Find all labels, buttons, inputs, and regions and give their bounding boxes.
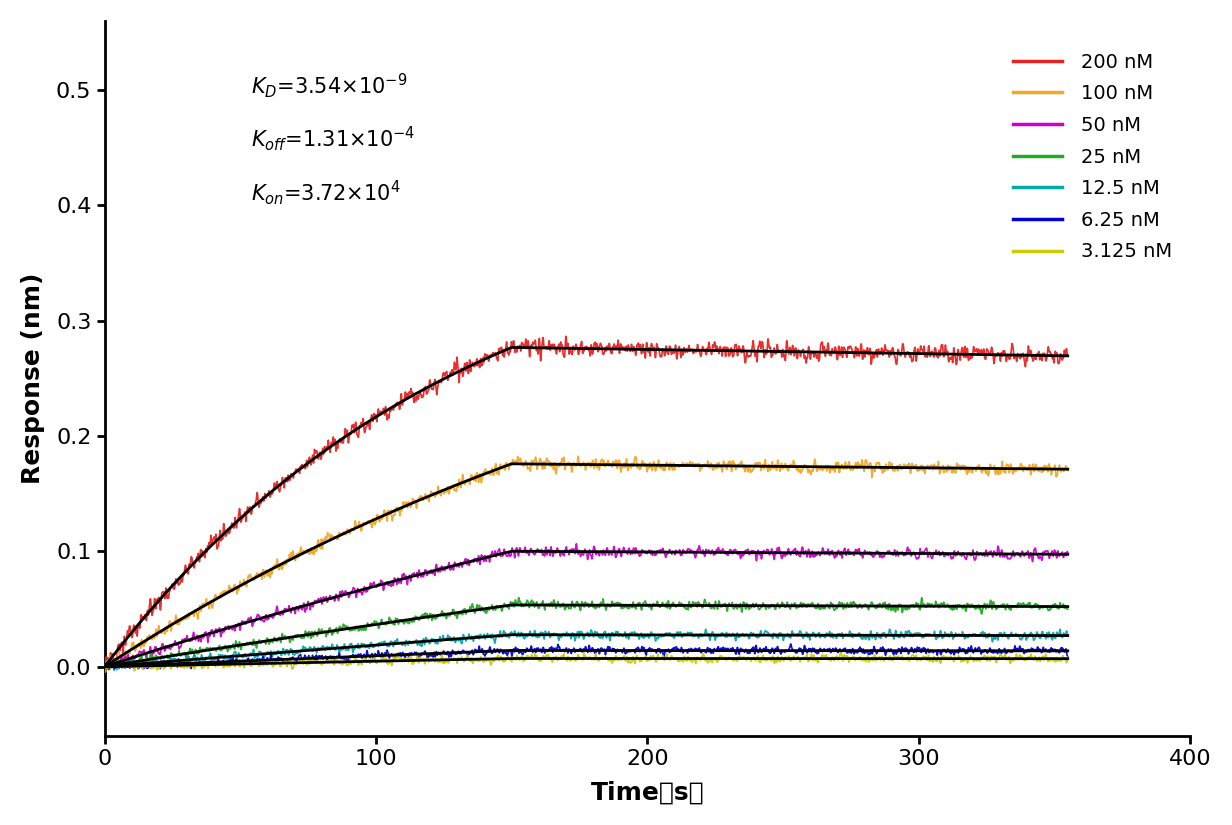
Line: 12.5 nM: 12.5 nM [105, 629, 1068, 671]
12.5 nM [1061, 631, 1076, 641]
25 nM [97, 662, 112, 672]
50 nM [1061, 548, 1076, 558]
12.5 nM [97, 657, 112, 667]
25 nM [715, 601, 729, 610]
200 nM [784, 349, 798, 359]
6.25 nM [784, 639, 798, 649]
3.125 nM [715, 653, 729, 662]
100 nM [784, 460, 798, 470]
12.5 nM [180, 655, 195, 665]
25 nM [511, 592, 526, 602]
12.5 nM [715, 629, 729, 639]
12.5 nM [545, 629, 559, 639]
12.5 nM [107, 666, 122, 676]
12.5 nM [314, 642, 329, 652]
3.125 nM [833, 647, 848, 657]
100 nM [180, 614, 195, 624]
3.125 nM [180, 662, 195, 672]
6.25 nM [1061, 652, 1076, 662]
Line: 3.125 nM: 3.125 nM [105, 652, 1068, 671]
6.25 nM [715, 643, 729, 653]
3.125 nM [127, 666, 142, 676]
25 nM [1061, 605, 1076, 615]
100 nM [614, 466, 628, 476]
100 nM [1061, 465, 1076, 475]
12.5 nM [614, 629, 628, 639]
25 nM [545, 598, 559, 608]
200 nM [106, 663, 121, 673]
3.125 nM [314, 660, 329, 670]
200 nM [97, 662, 112, 672]
200 nM [614, 343, 628, 353]
200 nM [1061, 351, 1076, 361]
100 nM [314, 535, 329, 544]
50 nM [97, 661, 112, 671]
50 nM [545, 543, 559, 553]
3.125 nM [614, 654, 628, 664]
Y-axis label: Response (nm): Response (nm) [21, 272, 44, 484]
100 nM [570, 451, 585, 461]
50 nM [614, 551, 628, 561]
50 nM [314, 599, 329, 609]
200 nM [558, 332, 573, 342]
100 nM [715, 467, 729, 477]
6.25 nM [180, 660, 195, 670]
6.25 nM [784, 642, 798, 652]
Line: 100 nM: 100 nM [105, 456, 1068, 672]
6.25 nM [614, 646, 628, 656]
Text: $K_{off}$=1.31×10$^{-4}$: $K_{off}$=1.31×10$^{-4}$ [251, 125, 415, 153]
Line: 50 nM: 50 nM [105, 544, 1068, 667]
50 nM [784, 548, 798, 558]
25 nM [614, 604, 628, 614]
50 nM [105, 662, 120, 672]
50 nM [569, 539, 584, 549]
Legend: 200 nM, 100 nM, 50 nM, 25 nM, 12.5 nM, 6.25 nM, 3.125 nM: 200 nM, 100 nM, 50 nM, 25 nM, 12.5 nM, 6… [1005, 45, 1180, 269]
25 nM [180, 653, 195, 662]
Line: 25 nM: 25 nM [105, 597, 1068, 670]
3.125 nM [545, 654, 559, 664]
200 nM [545, 340, 559, 350]
Line: 200 nM: 200 nM [105, 337, 1068, 668]
X-axis label: Time（s）: Time（s） [590, 780, 703, 804]
200 nM [314, 450, 329, 460]
200 nM [715, 350, 729, 360]
3.125 nM [97, 662, 112, 672]
Text: $K_{on}$=3.72×10$^{4}$: $K_{on}$=3.72×10$^{4}$ [251, 178, 400, 207]
100 nM [543, 459, 558, 469]
50 nM [180, 631, 195, 641]
6.25 nM [545, 642, 559, 652]
6.25 nM [101, 665, 116, 675]
25 nM [784, 599, 798, 609]
Line: 6.25 nM: 6.25 nM [105, 644, 1068, 670]
25 nM [314, 624, 329, 634]
6.25 nM [314, 651, 329, 661]
Text: $K_D$=3.54×10$^{-9}$: $K_D$=3.54×10$^{-9}$ [251, 71, 408, 100]
3.125 nM [1061, 653, 1076, 662]
100 nM [97, 667, 112, 677]
3.125 nM [784, 655, 798, 665]
12.5 nM [882, 625, 897, 634]
6.25 nM [97, 658, 112, 668]
12.5 nM [784, 630, 798, 640]
50 nM [715, 544, 729, 554]
200 nM [180, 564, 195, 574]
25 nM [99, 665, 113, 675]
